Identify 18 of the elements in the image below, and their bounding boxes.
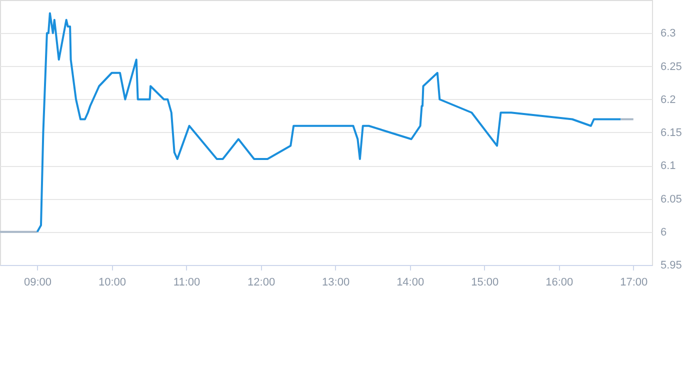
x-tick-label: 17:00 — [620, 276, 648, 288]
line-series — [36, 12, 622, 233]
x-tick-label: 12:00 — [248, 276, 276, 288]
x-tick-label: 13:00 — [322, 276, 350, 288]
x-tick-label: 15:00 — [471, 276, 499, 288]
y-tick-label: 6.25 — [660, 60, 682, 73]
y-tick-label: 6.2 — [660, 94, 676, 106]
x-tick-label: 14:00 — [396, 276, 424, 288]
y-tick-label: 6.05 — [660, 193, 682, 206]
x-tick-label: 09:00 — [24, 276, 52, 288]
y-tick-label: 5.95 — [660, 260, 682, 272]
x-tick-label: 11:00 — [173, 276, 200, 288]
y-tick-label: 6.3 — [660, 28, 676, 40]
y-tick-label: 6.1 — [660, 160, 676, 172]
y-tick-label: 6 — [660, 226, 667, 238]
y-tick-label: 6.15 — [660, 127, 682, 139]
x-tick-label: 16:00 — [546, 276, 574, 288]
x-tick-label: 10:00 — [98, 276, 126, 288]
